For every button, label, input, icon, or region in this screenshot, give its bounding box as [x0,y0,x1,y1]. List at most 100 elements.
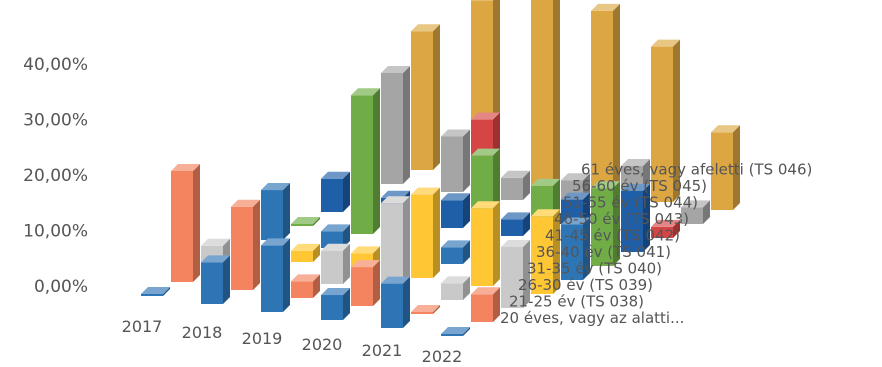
bar-side [193,164,200,282]
bar [501,212,530,236]
bar-top [441,129,470,137]
bar-top [411,24,440,32]
x-tick-label: 2021 [362,341,403,360]
bar-side [463,129,470,192]
bar-top [321,288,350,296]
bar-top [381,66,410,73]
bar-top [651,39,680,47]
bar-top [591,3,620,11]
x-tick-label: 2018 [182,323,223,342]
bar-side [313,243,320,262]
bar-top [591,181,620,189]
series-label: 46-50 év (TS 043) [554,210,689,228]
bar-front [531,216,553,294]
bar-side [613,181,620,266]
bar-top [471,112,500,120]
bar-side [343,224,350,248]
bar-top [561,217,590,225]
bar-top [711,125,740,133]
bar [531,0,560,187]
bar-front [501,177,523,200]
series-label: 56-60 év (TS 045) [572,177,707,195]
bar-front [471,294,493,322]
bar [471,201,500,286]
bar-side [283,183,290,240]
series-label: 21-25 év (TS 038) [509,293,644,311]
bar-top [381,196,410,204]
bar-front [441,334,463,336]
bar [651,39,680,202]
x-tick-label: 2019 [242,329,283,348]
bar-side [523,239,530,308]
x-tick-label: 2022 [422,347,463,366]
bar-side [373,88,380,234]
bar [231,199,260,290]
bar-front [561,224,583,280]
bar-side [493,287,500,322]
bar-front [441,283,463,300]
bar [711,125,740,210]
bar-front [441,136,463,192]
bar-top [411,305,440,312]
bar-top [501,239,530,247]
bar-front [381,203,403,292]
bar-top [411,187,440,195]
bar [171,164,200,282]
bar [441,327,470,336]
bar-front [381,73,403,184]
bars [141,0,740,336]
bar-side [163,287,170,296]
bar-front [411,312,433,314]
bar-front [381,283,403,328]
bar-top [471,201,500,209]
bar-top [561,192,590,200]
bar [201,255,230,304]
bar [441,276,470,300]
bar-top [681,200,710,208]
series-label: 41-45 év (TS 042) [545,227,680,245]
bar [501,170,530,200]
bar-top [441,327,470,334]
bar-top [651,219,680,227]
series-label: 61 éves, vagy afeletti (TS 046) [581,161,812,179]
bar [321,288,350,320]
bar-top [141,287,170,294]
bar-top [531,178,560,186]
bar-top [501,170,530,178]
bar [681,200,710,224]
bar-side [733,125,740,210]
x-tick-label: 2020 [302,335,343,354]
bar [141,287,170,296]
bar-top [381,190,410,198]
bar-side [523,212,530,236]
bar [441,129,470,192]
bar-top [231,199,260,207]
bar [651,219,680,238]
bar-front [531,0,553,187]
bar [531,209,560,294]
bar-top [291,274,320,282]
bar-side [253,199,260,290]
bar [351,260,380,306]
bar-top [201,238,230,246]
bar [261,183,290,240]
bar-side [403,196,410,292]
bar-side [673,219,680,238]
y-tick-label: 20,00% [23,166,88,186]
bar [351,88,380,234]
bar-side [343,243,350,284]
bar-side [553,0,560,186]
bar-side [403,276,410,328]
bar-front [501,219,523,236]
bar-front [711,132,733,210]
bar-side [343,171,350,212]
bar-top [531,209,560,217]
series-label: 31-35 év (TS 040) [527,260,662,278]
bar-top [351,246,380,254]
y-tick-label: 0,00% [34,277,88,297]
bar-front [501,246,523,308]
series-labels: 20 éves, vagy az alatti...21-25 év (TS 0… [500,161,812,328]
bar-front [351,95,373,234]
bar-top [471,148,500,156]
